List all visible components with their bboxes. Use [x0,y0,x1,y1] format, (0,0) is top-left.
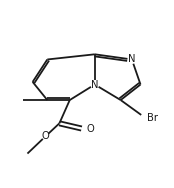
Text: N: N [128,55,136,64]
Text: O: O [42,131,49,141]
Text: O: O [86,124,94,134]
Text: N: N [91,80,98,89]
Text: Br: Br [147,113,157,123]
